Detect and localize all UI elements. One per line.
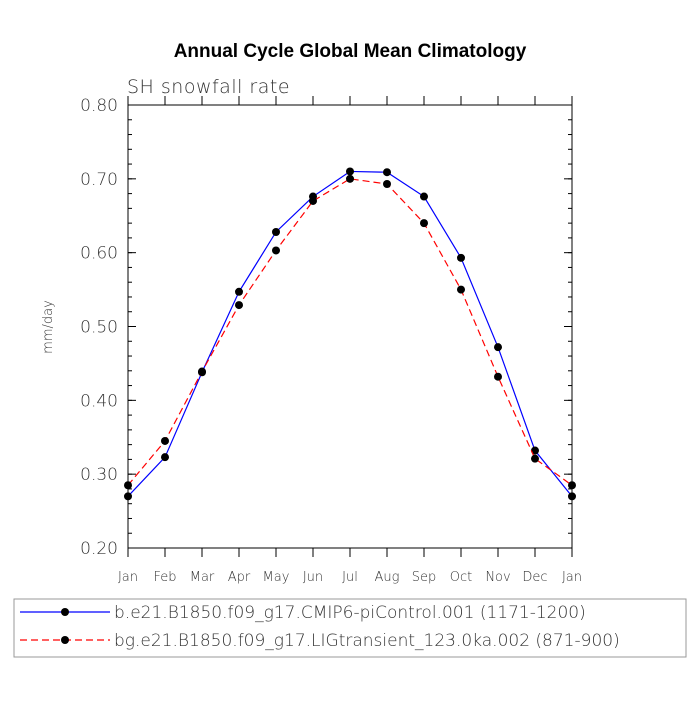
- x-tick-label: Aug: [375, 570, 400, 585]
- x-tick-label: Apr: [228, 570, 251, 585]
- data-point: [161, 453, 169, 462]
- data-point: [346, 174, 354, 183]
- data-point: [272, 227, 280, 236]
- series-2: [124, 174, 576, 490]
- data-point: [531, 454, 539, 463]
- y-tick-label: 0.30: [80, 465, 118, 485]
- series-line: [127, 170, 573, 497]
- data-point: [198, 367, 206, 376]
- data-point: [531, 446, 539, 455]
- data-point: [457, 285, 465, 294]
- x-tick-label: Sep: [412, 570, 437, 585]
- y-tick-label: 0.50: [80, 318, 118, 338]
- y-tick-label: 0.70: [80, 170, 118, 190]
- axes-layer: 0.20 0.30 0.40 0.50 0.60 0.70 0.80 Jan Feb Mar Apr…: [80, 96, 582, 585]
- legend-marker: [61, 608, 69, 616]
- data-point: [568, 481, 576, 490]
- y-axis-label: mm/day: [41, 300, 56, 354]
- legend-marker: [61, 636, 69, 644]
- legend: b.e21.B1850.f09_g17.CMIP6-piControl.001 …: [13, 598, 687, 658]
- y-tick-label: 0.60: [80, 244, 118, 264]
- x-tick-label: Mar: [190, 570, 215, 585]
- legend-label: b.e21.B1850.f09_g17.CMIP6-piControl.001 …: [114, 603, 586, 623]
- x-tick-label: Nov: [485, 570, 510, 585]
- data-point: [235, 287, 243, 296]
- chart-title: Annual Cycle Global Mean Climatology: [174, 41, 527, 62]
- data-point: [124, 492, 132, 501]
- data-point: [494, 372, 502, 381]
- y-tick-label: 0.20: [80, 539, 118, 559]
- x-tick-label: Dec: [522, 570, 547, 585]
- data-point: [457, 253, 465, 262]
- x-tick-label: Jan: [118, 570, 138, 585]
- x-tick-label: Oct: [450, 570, 472, 585]
- data-point: [346, 167, 354, 176]
- data-point: [309, 196, 317, 205]
- x-tick-label: Jun: [303, 570, 323, 585]
- data-point: [383, 168, 391, 177]
- chart-subtitle: SH snowfall rate: [127, 76, 290, 98]
- data-point: [161, 436, 169, 445]
- data-point: [124, 481, 132, 490]
- data-point: [235, 301, 243, 310]
- y-tick-label: 0.40: [80, 391, 118, 411]
- data-point: [420, 192, 428, 201]
- x-tick-label: Jul: [342, 570, 358, 585]
- series-1: [124, 167, 576, 501]
- legend-box: [13, 598, 687, 658]
- data-point: [272, 246, 280, 255]
- data-point: [420, 219, 428, 228]
- series-line: [127, 178, 573, 486]
- x-tick-label: Jan: [562, 570, 582, 585]
- series-layer: [124, 167, 576, 501]
- data-point: [568, 492, 576, 501]
- legend-label: bg.e21.B1850.f09_g17.LIGtransient_123.0k…: [114, 631, 620, 651]
- data-point: [383, 180, 391, 189]
- x-tick-label: May: [263, 570, 290, 585]
- data-point: [494, 343, 502, 352]
- x-tick-label: Feb: [153, 570, 176, 585]
- y-tick-label: 0.80: [80, 96, 118, 116]
